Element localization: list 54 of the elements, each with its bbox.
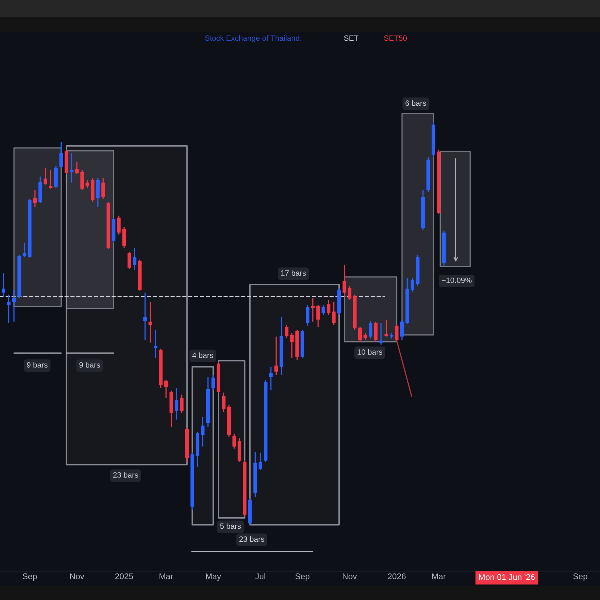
candlestick <box>12 290 16 322</box>
candlestick <box>102 177 106 200</box>
candlestick <box>180 394 184 414</box>
candlestick <box>148 302 152 344</box>
candlestick <box>327 300 331 316</box>
candlestick <box>112 217 116 244</box>
candlestick <box>306 304 310 326</box>
candlestick <box>44 167 48 186</box>
candlestick <box>170 390 174 428</box>
candlestick <box>2 272 6 298</box>
candlestick <box>390 332 394 340</box>
x-tick-label: Sep <box>296 574 310 582</box>
candlestick <box>238 437 242 463</box>
x-tick-label: Mar <box>432 574 446 580</box>
x-tick-label: Sep <box>22 574 38 582</box>
candlestick <box>133 248 137 270</box>
candlestick <box>49 169 53 190</box>
candlestick <box>374 321 378 343</box>
candlestick <box>54 165 58 189</box>
candlestick <box>269 366 273 391</box>
candlestick <box>369 320 373 340</box>
candlestick <box>144 292 148 341</box>
x-tick-label: Jul <box>255 573 266 580</box>
candlestick <box>7 294 11 324</box>
candlestick <box>154 329 158 359</box>
x-tick-label: 2026 <box>388 574 406 580</box>
x-tick-label: May <box>206 574 222 582</box>
candlestick <box>64 149 68 175</box>
candlestick <box>33 190 37 208</box>
x-tick-label: Nov <box>70 574 85 580</box>
candlestick <box>70 152 74 184</box>
candlestick <box>379 322 384 346</box>
candlestick <box>338 287 342 316</box>
candlestick <box>274 336 278 376</box>
candlestick <box>322 304 326 316</box>
candlestick <box>384 319 388 338</box>
candlestick <box>212 374 216 391</box>
candlestick <box>232 433 236 450</box>
candlestick <box>174 387 179 420</box>
candlestick <box>96 177 100 208</box>
candlestick <box>332 302 336 326</box>
candlestick <box>285 324 289 339</box>
x-tick-label: 2025 <box>115 574 134 580</box>
x-tick-label: Sep <box>573 574 588 582</box>
x-tick-label: Nov <box>343 574 358 580</box>
candlestick <box>128 252 132 270</box>
candlestick <box>38 176 42 204</box>
candlestick <box>358 326 362 343</box>
text: Mon 01 Jun '26 <box>479 574 535 580</box>
candlestick <box>395 323 399 342</box>
candlestick <box>248 497 252 526</box>
candlestick <box>60 142 64 169</box>
candlestick <box>258 452 262 471</box>
x-tick-label: Mar <box>160 574 174 580</box>
